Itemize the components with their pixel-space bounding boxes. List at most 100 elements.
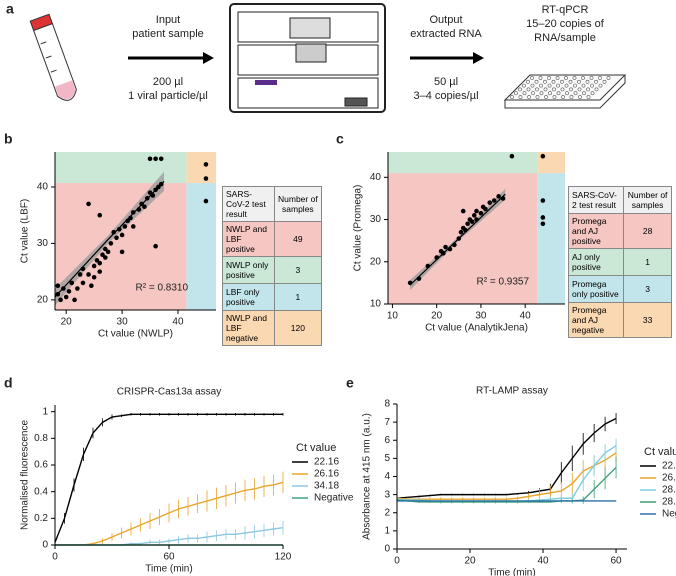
y-tick-label: 8 [384,399,390,410]
chart-title: CRISPR-Cas13a assay [117,387,221,398]
point [144,195,150,201]
x-tick-label: 40 [520,311,532,322]
well [535,87,539,92]
point [108,241,114,246]
point [407,280,413,286]
well [598,83,603,88]
well [556,83,560,88]
workflow-text: RT-qPCR [542,4,589,16]
workflow-text: patient sample [132,28,204,40]
legend-label: 34.18 [314,481,339,492]
legend-label: Negative [662,509,676,520]
workflow-text: Input [156,14,180,26]
table-cell: AJ only positive [567,248,625,276]
point [496,194,501,199]
point [465,221,470,227]
well [547,76,551,80]
x-tick-label: 20 [431,311,443,322]
well [530,76,534,80]
table-cell: Promega and AJ positive [567,213,625,249]
x-tick-label: 20 [61,317,73,328]
well [564,83,569,88]
point [540,221,546,227]
y-tick-label: 7 [384,417,390,428]
table-row: Promega and AJ positive 28 [567,213,672,249]
table-row: NWLP and LBF negative 120 [222,310,323,346]
panel-label: c [336,131,344,147]
panel-label: d [4,375,13,391]
y-tick-label: 0.4 [34,486,48,497]
panel-label: e [346,375,354,391]
well [586,95,591,99]
x-tick-label: 40 [172,317,184,328]
x-axis-label: Ct value (AnalytikJena) [425,323,528,334]
point [153,243,158,249]
y-tick-label: 0.8 [34,433,48,444]
point [456,236,462,241]
well [572,76,577,80]
table: SARS-CoV-2 test result Number of samples P… [567,186,672,338]
table-row: NWLP and LBF positive 49 [222,221,323,257]
x-tick-label: 40 [537,556,549,567]
y-axis-label: Normalised fluorescence [20,420,31,530]
point [89,283,94,289]
table-cell: 120 [273,310,323,346]
region [388,152,538,174]
workflow-text: 50 µl [434,76,458,88]
well [518,87,522,92]
y-tick-label: 30 [370,214,382,225]
y-tick-label: 2 [384,507,390,518]
point [540,198,546,203]
point [136,207,142,212]
well [527,95,531,99]
y-tick-label: 40 [370,172,382,183]
table-cell: SARS-CoV-2 test result [222,186,275,222]
point [416,276,422,281]
well [544,95,548,99]
point [500,196,506,201]
well [556,91,561,96]
panel-label: a [6,1,14,17]
x-tick-label: 60 [163,552,175,563]
region [186,152,216,184]
well [510,95,514,99]
chart-title: RT-LAMP assay [476,386,548,397]
extractor [229,3,386,113]
y-axis-label: Ct value (LBF) [20,199,31,263]
arrow-head [203,52,214,64]
point [116,227,122,232]
well [586,87,590,92]
point [75,286,80,291]
well [522,91,527,96]
point [491,198,497,203]
y-tick-label: 0 [384,544,390,555]
region [537,173,565,304]
point [139,201,144,207]
point [130,210,136,215]
y-tick-label: 1 [384,526,390,537]
well [555,76,560,80]
point [203,176,209,181]
point [483,206,488,212]
x-tick-label: 30 [475,311,487,322]
point [147,156,153,162]
well [589,76,594,80]
point [156,184,161,190]
point [114,235,119,241]
well [534,79,539,84]
y-tick-label: 1 [42,406,48,417]
workflow-text: RNA/sample [534,32,596,44]
legend-title: Ct value [644,446,676,458]
well [531,91,535,96]
table-cell: 49 [273,221,323,257]
table-cell: Number of samples [623,186,672,214]
point [443,244,448,250]
well [526,79,530,84]
point [130,224,136,229]
well [547,83,552,88]
table-row: Promega only positive 3 [567,275,672,303]
line [396,417,617,499]
line [54,413,283,543]
point [158,181,164,187]
well [585,79,590,84]
